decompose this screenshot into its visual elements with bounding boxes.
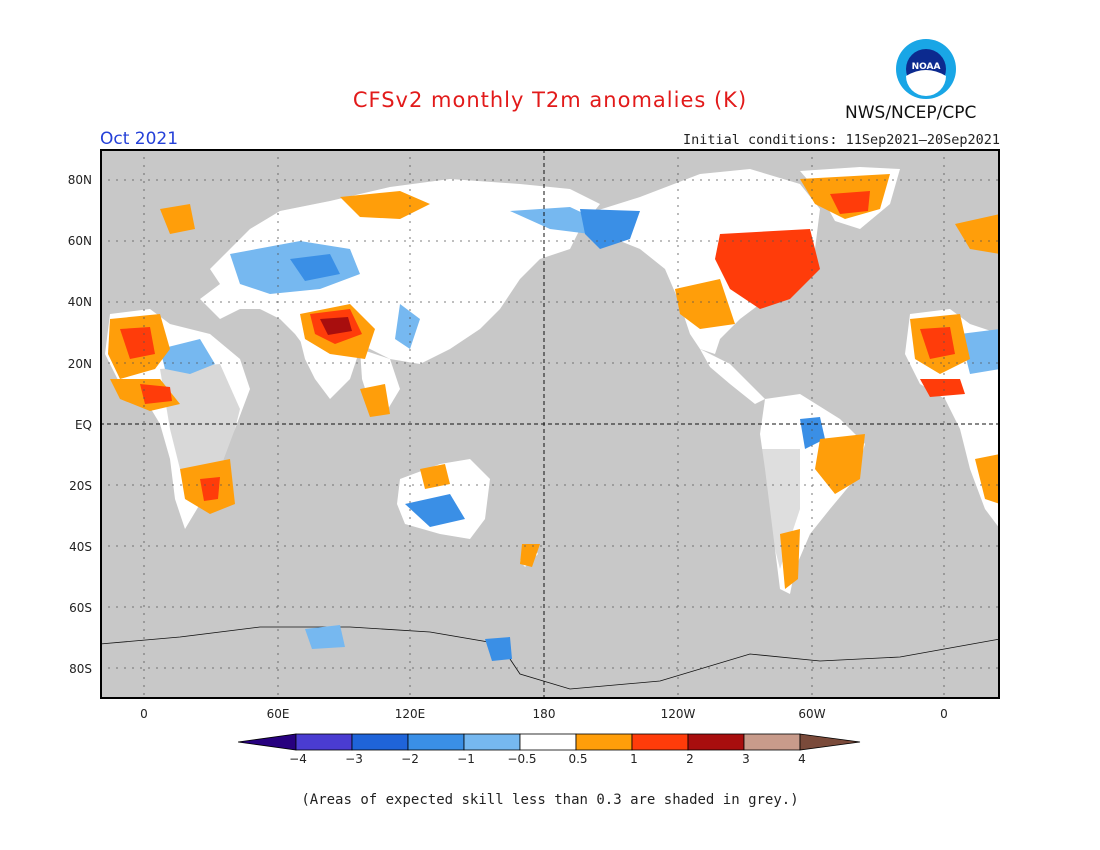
anomaly-warm [120,327,155,359]
lon-label-180: 180 [532,707,556,721]
lon-label-60e: 60E [266,707,290,721]
colorbar-label: 0.5 [568,752,588,766]
anomaly-cold [305,625,345,649]
lat-label-40n: 40N [67,295,92,309]
anomaly-cold [395,304,420,349]
agency-label: NWS/NCEP/CPC [845,103,977,123]
anomaly-warm [920,327,955,359]
map-title: CFSv2 monthly T2m anomalies (K) [352,88,748,112]
anomaly-cold [290,254,340,281]
colorbar-label: −0.5 [507,752,537,766]
colorbar-swatch [743,733,801,751]
anomaly-warm [815,434,865,494]
anomaly-cold [485,637,512,661]
colorbar-label: −2 [401,752,419,766]
lon-label-60w: 60W [798,707,826,721]
anomaly-warm [360,384,390,417]
map-frame [100,149,1000,699]
colorbar-arrow-low [238,733,297,751]
colorbar-label: 2 [686,752,694,766]
landmass-japan [418,299,438,324]
lat-label-80s: 80S [69,662,92,676]
anomaly-warm [160,204,195,234]
lat-label-60n: 60N [67,234,92,248]
colorbar-label: −3 [345,752,363,766]
lon-label-120w: 120W [660,707,696,721]
lat-gridlines [100,179,1000,669]
anomaly-warm [140,384,172,404]
lon-label-0-right: 0 [940,707,948,721]
anomaly-cold [230,241,360,294]
antarctica-coast [100,626,1000,690]
anomaly-cold [510,207,600,234]
colorbar-label: 3 [742,752,750,766]
noaa-logo: NOAA [896,39,956,99]
colorbar-label: 1 [630,752,638,766]
anomaly-map [100,149,1000,699]
anomaly-warm [200,477,220,501]
lat-label-20s: 20S [69,479,92,493]
lat-label-eq: EQ [74,418,92,432]
colorbar-swatch [519,733,577,751]
colorbar-swatch [295,733,353,751]
anomaly-warm [320,317,352,335]
colorbar-swatch [463,733,521,751]
initial-conditions: Initial conditions: 11Sep2021–20Sep2021 [683,132,1000,148]
anomaly-cold [160,339,215,374]
anomaly-warm [340,191,430,219]
anomaly-warm [920,379,965,397]
skill-note: (Areas of expected skill less than 0.3 a… [301,792,799,808]
lon-label-120e: 120E [394,707,426,721]
lat-label-60s: 60S [69,601,92,615]
colorbar-arrow-high [799,733,861,751]
svg-text:NOAA: NOAA [912,62,941,72]
anomaly-warm [780,529,800,589]
anomaly-cold [405,494,465,527]
colorbar-label: −4 [289,752,307,766]
anomaly-warm [420,464,450,489]
colorbar-swatch [631,733,689,751]
landmass-eurasia [200,179,600,364]
lat-label-20n: 20N [67,357,92,371]
anomaly-cold [580,209,640,249]
anomaly-warm [675,279,735,329]
colorbar-label: 4 [798,752,806,766]
forecast-month: Oct 2021 [100,129,179,149]
lat-label-80n: 80N [67,173,92,187]
anomaly-cold [800,417,825,449]
colorbar-label: −1 [457,752,475,766]
anomaly-warm [520,544,540,567]
anomaly-warm [955,214,1000,254]
anomaly-warm [715,229,820,309]
anomaly-warm [975,454,1000,504]
colorbar [238,733,861,751]
lon-label-0: 0 [140,707,148,721]
colorbar-swatch [575,733,633,751]
anomaly-warm [830,191,870,214]
colorbar-swatch [407,733,465,751]
lat-label-40s: 40S [69,540,92,554]
colorbar-swatch [351,733,409,751]
colorbar-swatch [687,733,745,751]
